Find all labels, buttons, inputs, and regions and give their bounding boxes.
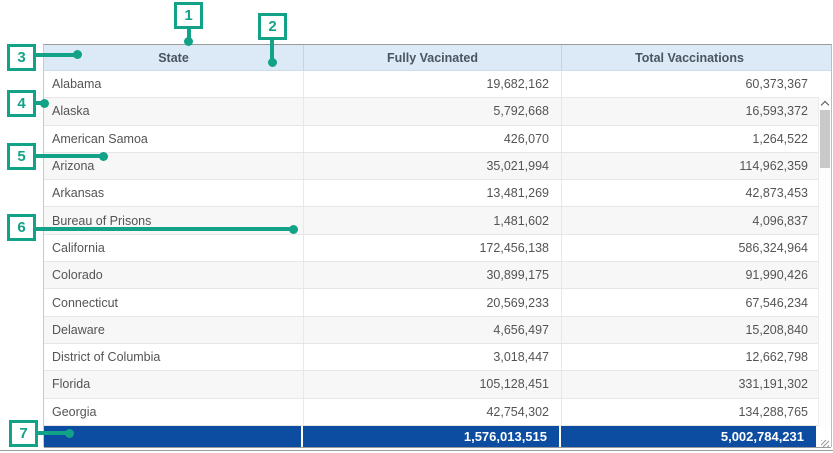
cell-state: Alabama bbox=[44, 71, 303, 97]
callout-6-dot bbox=[289, 225, 298, 234]
callout-1: 1 bbox=[174, 2, 203, 29]
column-header-fully-vaccinated[interactable]: Fully Vacinated bbox=[303, 45, 561, 70]
column-header-total-vaccinations[interactable]: Total Vaccinations bbox=[561, 45, 817, 70]
cell-total-vaccinations: 60,373,367 bbox=[561, 71, 820, 97]
cell-total-vaccinations: 114,962,359 bbox=[561, 153, 820, 179]
callout-5-line bbox=[34, 154, 102, 158]
table-body: Alabama 19,682,162 60,373,367 Alaska 5,7… bbox=[44, 71, 831, 426]
table-row[interactable]: District of Columbia 3,018,447 12,662,79… bbox=[44, 344, 831, 371]
callout-5: 5 bbox=[7, 143, 36, 170]
callout-7: 7 bbox=[9, 420, 38, 447]
cell-state: Florida bbox=[44, 371, 303, 397]
cell-fully-vaccinated: 1,481,602 bbox=[303, 207, 561, 233]
callout-1-dot bbox=[184, 37, 193, 46]
callout-6-line bbox=[34, 227, 292, 231]
table-row[interactable]: American Samoa 426,070 1,264,522 bbox=[44, 126, 831, 153]
callout-7-line bbox=[36, 431, 68, 435]
cell-fully-vaccinated: 3,018,447 bbox=[303, 344, 561, 370]
table-row[interactable]: Alabama 19,682,162 60,373,367 bbox=[44, 71, 831, 98]
vaccination-table: State Fully Vacinated Total Vaccinations… bbox=[43, 44, 832, 447]
bottom-border-line bbox=[0, 450, 833, 451]
callout-6: 6 bbox=[7, 214, 36, 241]
callout-2-dot bbox=[268, 58, 277, 67]
total-cell-state bbox=[44, 426, 303, 447]
cell-total-vaccinations: 1,264,522 bbox=[561, 126, 820, 152]
total-row-gutter bbox=[816, 426, 831, 447]
table-total-row: 1,576,013,515 5,002,784,231 bbox=[44, 426, 831, 448]
cell-state: Connecticut bbox=[44, 289, 303, 315]
table-row[interactable]: Connecticut 20,569,233 67,546,234 bbox=[44, 289, 831, 316]
cell-state: District of Columbia bbox=[44, 344, 303, 370]
callout-7-dot bbox=[65, 429, 74, 438]
cell-state: Colorado bbox=[44, 262, 303, 288]
cell-fully-vaccinated: 30,899,175 bbox=[303, 262, 561, 288]
scroll-up-icon[interactable] bbox=[821, 101, 829, 109]
total-cell-total-vaccinations: 5,002,784,231 bbox=[561, 426, 816, 447]
callout-2-line bbox=[270, 38, 274, 60]
cell-fully-vaccinated: 42,754,302 bbox=[303, 399, 561, 425]
cell-fully-vaccinated: 172,456,138 bbox=[303, 235, 561, 261]
callout-3: 3 bbox=[7, 44, 36, 71]
cell-total-vaccinations: 134,288,765 bbox=[561, 399, 820, 425]
cell-state: American Samoa bbox=[44, 126, 303, 152]
cell-fully-vaccinated: 19,682,162 bbox=[303, 71, 561, 97]
cell-total-vaccinations: 42,873,453 bbox=[561, 180, 820, 206]
callout-3-line bbox=[34, 53, 76, 57]
table-header-row: State Fully Vacinated Total Vaccinations bbox=[44, 45, 831, 71]
scrollbar-thumb[interactable] bbox=[820, 110, 830, 168]
cell-state: California bbox=[44, 235, 303, 261]
column-header-state[interactable]: State bbox=[44, 45, 303, 70]
cell-total-vaccinations: 4,096,837 bbox=[561, 207, 820, 233]
table-row[interactable]: Florida 105,128,451 331,191,302 bbox=[44, 371, 831, 398]
cell-state: Arkansas bbox=[44, 180, 303, 206]
table-row[interactable]: Georgia 42,754,302 134,288,765 bbox=[44, 399, 831, 426]
cell-fully-vaccinated: 35,021,994 bbox=[303, 153, 561, 179]
cell-state: Georgia bbox=[44, 399, 303, 425]
vertical-scrollbar[interactable] bbox=[818, 97, 831, 442]
cell-state: Alaska bbox=[44, 98, 303, 124]
callout-4: 4 bbox=[7, 90, 36, 117]
cell-total-vaccinations: 15,208,840 bbox=[561, 317, 820, 343]
cell-total-vaccinations: 12,662,798 bbox=[561, 344, 820, 370]
table-row[interactable]: Alaska 5,792,668 16,593,372 bbox=[44, 98, 831, 125]
table-row[interactable]: Arkansas 13,481,269 42,873,453 bbox=[44, 180, 831, 207]
callout-4-dot bbox=[40, 99, 49, 108]
cell-total-vaccinations: 586,324,964 bbox=[561, 235, 820, 261]
cell-total-vaccinations: 331,191,302 bbox=[561, 371, 820, 397]
callout-5-dot bbox=[99, 152, 108, 161]
cell-fully-vaccinated: 426,070 bbox=[303, 126, 561, 152]
table-row[interactable]: Arizona 35,021,994 114,962,359 bbox=[44, 153, 831, 180]
cell-total-vaccinations: 16,593,372 bbox=[561, 98, 820, 124]
screenshot-canvas: State Fully Vacinated Total Vaccinations… bbox=[0, 0, 833, 453]
cell-fully-vaccinated: 4,656,497 bbox=[303, 317, 561, 343]
table-row[interactable]: Colorado 30,899,175 91,990,426 bbox=[44, 262, 831, 289]
cell-total-vaccinations: 67,546,234 bbox=[561, 289, 820, 315]
table-row[interactable]: Delaware 4,656,497 15,208,840 bbox=[44, 317, 831, 344]
callout-2: 2 bbox=[258, 13, 287, 40]
table-row[interactable]: California 172,456,138 586,324,964 bbox=[44, 235, 831, 262]
cell-fully-vaccinated: 20,569,233 bbox=[303, 289, 561, 315]
cell-fully-vaccinated: 5,792,668 bbox=[303, 98, 561, 124]
cell-state: Delaware bbox=[44, 317, 303, 343]
column-header-filler bbox=[817, 45, 831, 70]
callout-3-dot bbox=[73, 50, 82, 59]
resize-grip-icon[interactable] bbox=[821, 440, 829, 448]
cell-total-vaccinations: 91,990,426 bbox=[561, 262, 820, 288]
total-cell-fully-vaccinated: 1,576,013,515 bbox=[303, 426, 561, 447]
cell-fully-vaccinated: 105,128,451 bbox=[303, 371, 561, 397]
cell-fully-vaccinated: 13,481,269 bbox=[303, 180, 561, 206]
